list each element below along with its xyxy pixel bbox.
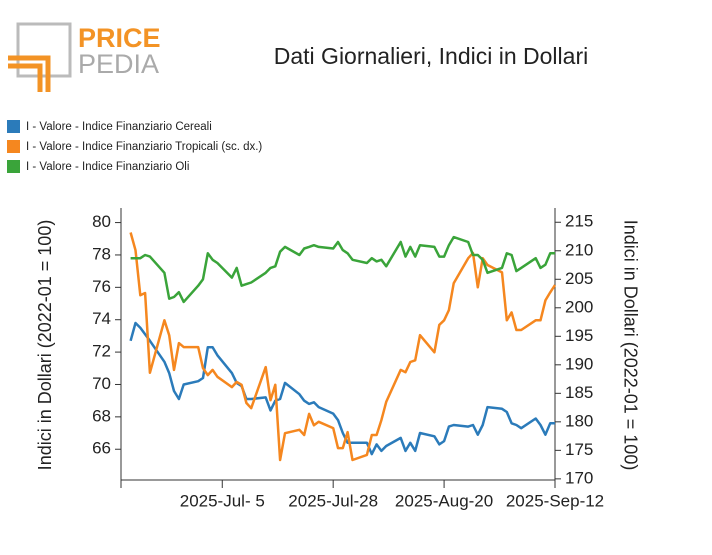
chart-title: Dati Giornalieri, Indici in Dollari [274,43,588,69]
legend-swatch [7,160,20,173]
y-axis-title: Indici in Dollari (2022-01 = 100) [35,220,55,471]
y2-tick-label: 200 [565,297,593,316]
y2-tick-label: 205 [565,269,593,288]
logo-bracket [8,55,51,92]
y2-tick-label: 170 [565,468,593,487]
y-tick-label: 80 [92,212,111,231]
series-line [130,235,555,304]
x-tick-label: 2025-Jul- 5 [180,491,265,510]
legend-swatch [7,120,20,133]
y-tick-label: 74 [92,309,111,328]
legend-label: I - Valore - Indice Finanziario Tropical… [26,141,262,153]
y-tick-label: 66 [92,439,111,458]
logo-text: PRICE [78,23,161,53]
y2-tick-label: 195 [565,326,593,345]
y2-tick-label: 185 [565,383,593,402]
x-tick-label: 2025-Aug-20 [395,491,493,510]
y-tick-label: 76 [92,277,111,296]
y-tick-label: 72 [92,342,111,361]
logo-text: PEDIA [78,49,159,79]
y-tick-label: 68 [92,406,111,425]
y2-tick-label: 190 [565,354,593,373]
y2-tick-label: 215 [565,212,593,231]
y-tick-label: 70 [92,374,111,393]
logo-frame [16,22,72,78]
legend-label: I - Valore - Indice Finanziario Cereali [26,121,212,133]
y2-axis-title: Indici in Dollari (2022-01 = 100) [620,220,640,471]
y2-tick-label: 180 [565,411,593,430]
x-tick-label: 2025-Jul-28 [288,491,378,510]
x-tick-label: 2025-Sep-12 [506,491,604,510]
y-tick-label: 78 [92,244,111,263]
y2-tick-label: 210 [565,240,593,259]
series-line [129,232,557,462]
legend-swatch [7,140,20,153]
series-line [129,321,555,456]
logo: PRICE PEDIA [8,22,161,92]
y2-tick-label: 175 [565,440,593,459]
legend-label: I - Valore - Indice Finanziario Oli [26,161,189,173]
